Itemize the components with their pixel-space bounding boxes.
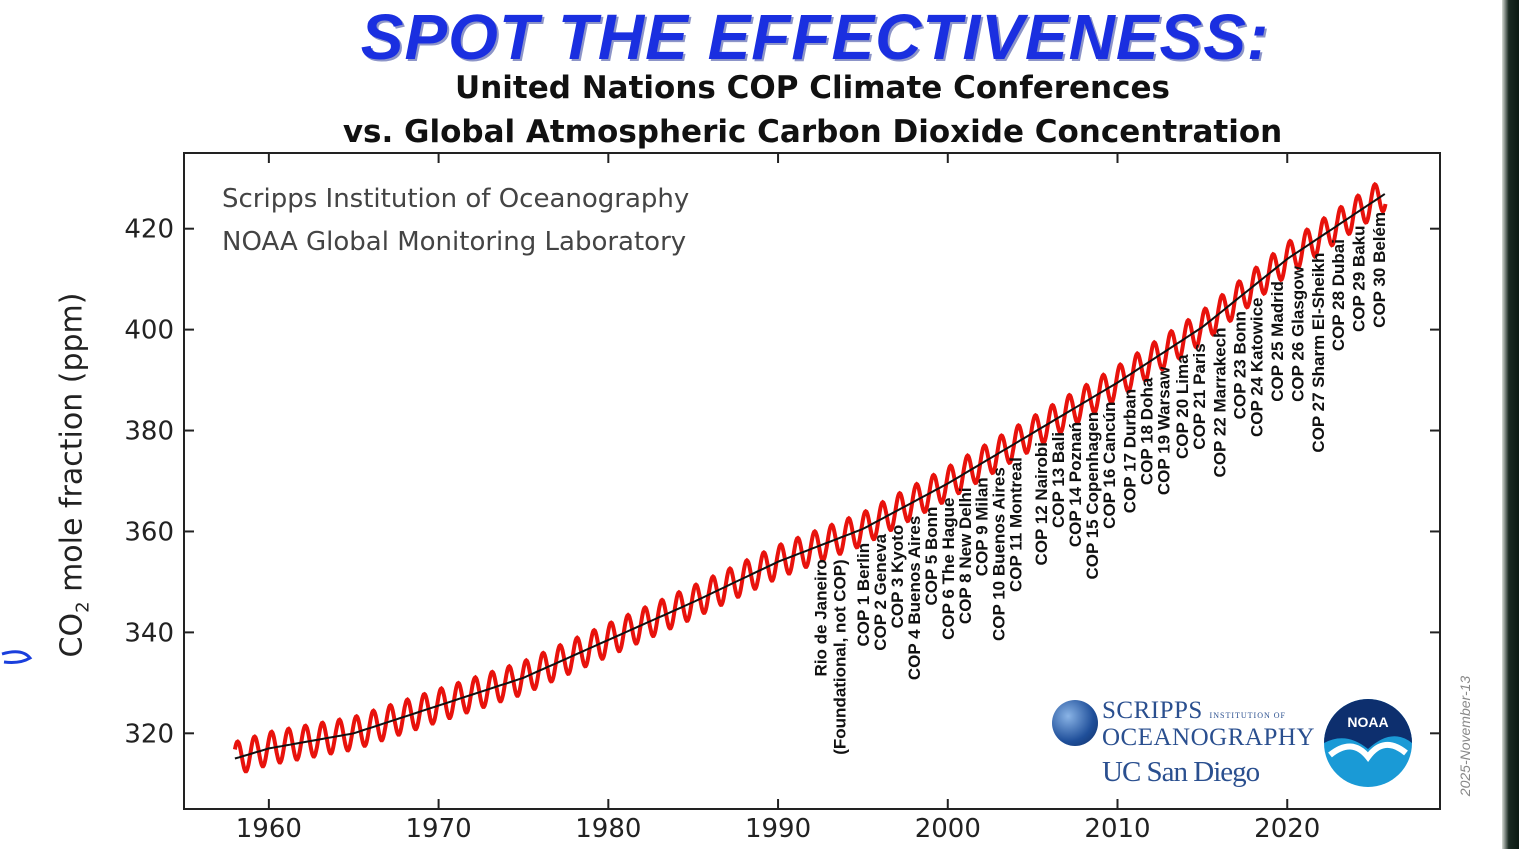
cop-label: (Foundational, not COP): [831, 559, 850, 754]
subtitle-line-1: United Nations COP Climate Conferences: [455, 70, 1170, 106]
subtitle-line-2: vs. Global Atmospheric Carbon Dioxide Co…: [342, 114, 1283, 150]
headline: SPOT THE EFFECTIVENESS:: [360, 1, 1270, 73]
cop-label: Rio de Janeiro: [812, 559, 831, 676]
cop-label: COP 5 Bonn: [922, 507, 941, 606]
x-tick-label: 1960: [236, 814, 302, 844]
right-edge-strip: [1502, 0, 1519, 849]
scripps-logo: SCRIPPS INSTITUTION OF OCEANOGRAPHY: [1052, 696, 1314, 756]
credit-noaa: NOAA Global Monitoring Laboratory: [222, 227, 687, 257]
cop-label: COP 22 Marrakech: [1210, 328, 1229, 478]
cop-label: COP 13 Bali: [1049, 432, 1068, 528]
cop-label: COP 9 Milan: [973, 477, 992, 576]
trend-series: [234, 193, 1386, 760]
cop-label: COP 30 Belém: [1370, 212, 1389, 328]
x-tick-label: 2010: [1084, 814, 1150, 844]
axes: 1960 1970 1980 1990 2000 2010 2020 320 340 360 380…: [124, 153, 1440, 844]
cop-label: COP 16 Cancún: [1100, 402, 1119, 529]
x-tick-label: 1990: [745, 814, 811, 844]
y-tick-label: 320: [124, 719, 174, 749]
cop-label: COP 17 Durban: [1120, 389, 1139, 513]
cop-label: COP 18 Doha: [1137, 377, 1156, 485]
noaa-logo: NOAA: [1324, 699, 1412, 787]
y-tick-label: 340: [124, 618, 174, 648]
y-tick-label: 360: [124, 517, 174, 547]
x-tick-label: 1970: [406, 814, 472, 844]
x-tick-label: 2000: [915, 814, 981, 844]
cop-label: COP 27 Sharm El-Sheikh: [1309, 253, 1328, 453]
scripps-globe-icon: [1052, 700, 1098, 746]
cop-label: COP 23 Bonn: [1231, 311, 1250, 419]
cop-label: COP 26 Glasgow: [1288, 265, 1307, 402]
credit-scripps: Scripps Institution of Oceanography: [222, 184, 690, 214]
x-tick-label: 2020: [1254, 814, 1320, 844]
plot-frame: [183, 152, 1441, 810]
cop-label: COP 11 Montreal: [1007, 457, 1026, 592]
cop-annotations: Rio de Janeiro (Foundational, not COP) COP…: [812, 212, 1389, 755]
cop-label: COP 19 Warsaw: [1154, 366, 1173, 495]
cop-label: COP 15 Copenhagen: [1083, 412, 1102, 580]
cop-label: COP 6 The Hague: [939, 498, 958, 640]
cop-label: COP 1 Berlin: [854, 543, 873, 647]
cop-label: COP 20 Lima: [1173, 354, 1192, 459]
cop-label: COP 3 Kyoto: [888, 525, 907, 629]
cop-label: COP 4 Buenos Aires: [905, 516, 924, 680]
cop-label: COP 24 Katowice: [1248, 298, 1267, 438]
y-tick-label: 400: [124, 316, 174, 346]
pen-doodle: [1, 650, 33, 664]
x-tick-label: 1980: [575, 814, 641, 844]
svg-text:NOAA: NOAA: [1347, 714, 1388, 730]
cop-label: COP 2 Geneva: [871, 533, 890, 650]
cop-label: COP 29 Baku: [1350, 226, 1369, 332]
cop-label: COP 8 New Delhi: [956, 487, 975, 624]
cop-label: COP 12 Nairobi: [1032, 442, 1051, 565]
cop-label: COP 21 Paris: [1190, 343, 1209, 449]
trend-co2-line: [234, 193, 1386, 760]
y-tick-label: 420: [124, 215, 174, 245]
cop-label: COP 14 Poznań: [1066, 422, 1085, 547]
cop-label: COP 25 Madrid: [1268, 281, 1287, 402]
cop-label: COP 10 Buenos Aires: [990, 467, 1009, 641]
ucsd-logo: UC San Diego: [1102, 756, 1260, 788]
cop-label: COP 28 Dubai: [1329, 239, 1348, 351]
y-tick-label: 380: [124, 417, 174, 447]
date-stamp-text: 2025-November-13: [1457, 675, 1473, 797]
